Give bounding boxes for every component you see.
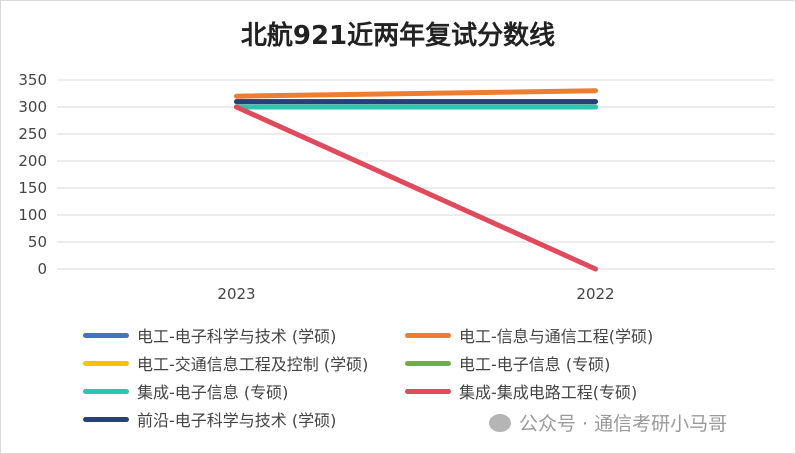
- watermark-text: 公众号 · 通信考研小马哥: [519, 413, 728, 435]
- legend-label: 前沿-电子科学与技术 (学硕): [137, 411, 337, 430]
- legend-item: 集成-集成电路工程(专硕): [405, 379, 637, 403]
- series-line: [234, 104, 598, 272]
- legend-item: 电工-电子信息 (专硕): [405, 351, 610, 375]
- y-tick-label: 350: [18, 71, 47, 89]
- chart-title: 北航921近两年复试分数线: [240, 21, 556, 51]
- legend-swatch: [83, 416, 129, 422]
- y-tick-label: 250: [18, 125, 47, 143]
- y-tick-label: 100: [18, 206, 47, 224]
- legend-item: 电工-电子科学与技术 (学硕): [83, 323, 336, 347]
- legend-label: 集成-集成电路工程(专硕): [459, 383, 638, 402]
- y-tick-label: 200: [18, 152, 47, 170]
- y-tick-label: 300: [18, 98, 47, 116]
- legend-item: 前沿-电子科学与技术 (学硕): [83, 407, 336, 431]
- x-tick-label: 2023: [217, 285, 255, 303]
- legend-swatch: [83, 360, 129, 366]
- legend-label: 电工-信息与通信工程(学硕): [459, 327, 654, 346]
- legend-swatch: [405, 360, 451, 366]
- legend-label: 电工-交通信息工程及控制 (学硕): [137, 355, 369, 374]
- legend-swatch: [405, 332, 451, 338]
- legend-item: 集成-电子信息 (专硕): [83, 379, 288, 403]
- legend-swatch: [405, 388, 451, 394]
- y-tick-label: 0: [37, 260, 47, 278]
- wechat-icon: [489, 413, 511, 432]
- series-line: [234, 88, 598, 99]
- legend-label: 电工-电子信息 (专硕): [459, 355, 611, 374]
- legend-label: 电工-电子科学与技术 (学硕): [137, 327, 337, 346]
- x-tick-label: 2022: [576, 285, 614, 303]
- y-tick-label: 50: [28, 233, 47, 251]
- watermark: 公众号 · 通信考研小马哥: [489, 409, 727, 436]
- legend-item: 电工-信息与通信工程(学硕): [405, 323, 653, 347]
- legend-label: 集成-电子信息 (专硕): [137, 383, 289, 402]
- y-tick-label: 150: [18, 179, 47, 197]
- legend-item: 电工-交通信息工程及控制 (学硕): [83, 351, 368, 375]
- legend-swatch: [83, 332, 129, 338]
- legend-swatch: [83, 388, 129, 394]
